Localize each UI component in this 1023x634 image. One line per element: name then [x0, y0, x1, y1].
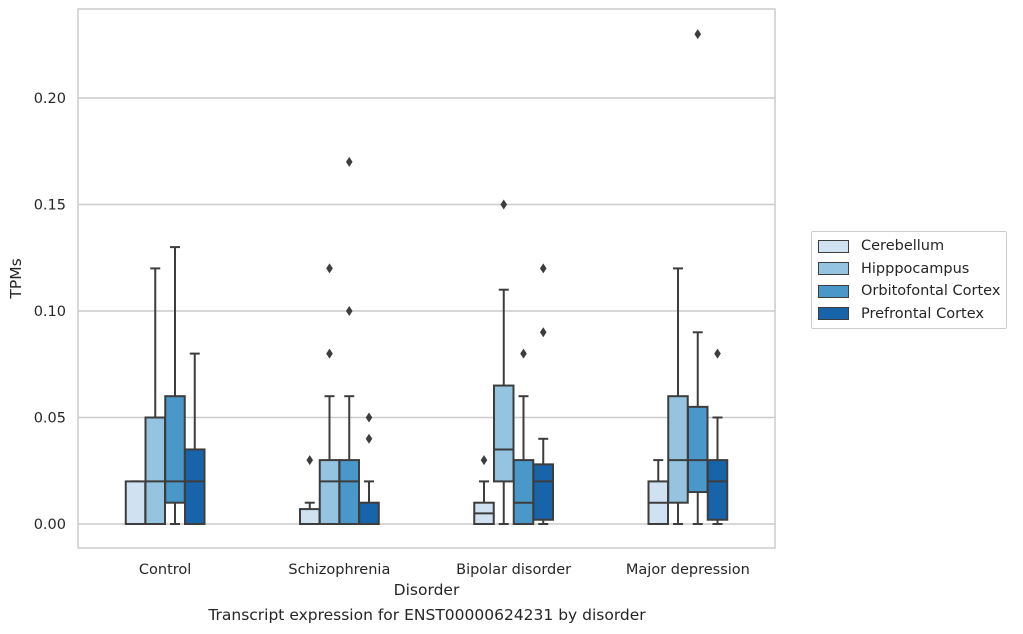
- box-prefrontal-cortex-major-depression: [706, 348, 729, 525]
- box-iqr: [338, 459, 360, 526]
- box-prefrontal-cortex-bipolar-disorder: [532, 263, 554, 525]
- box-cerebellum-schizophrenia: [299, 455, 321, 525]
- box-plot-marks: [124, 29, 729, 526]
- box-hipppocampus-control: [144, 267, 166, 525]
- outlier-point: [539, 263, 547, 274]
- box-orbitofontal-cortex-control: [164, 246, 186, 525]
- outlier-point: [326, 348, 333, 359]
- x-tick-label: Schizophrenia: [288, 562, 390, 578]
- y-tick-label: 0.20: [34, 91, 66, 107]
- x-axis-label: Disorder: [394, 581, 460, 599]
- box-prefrontal-cortex-control: [184, 352, 206, 526]
- box-iqr: [184, 448, 206, 526]
- plot-frame: [77, 8, 776, 549]
- x-tick-label: Major depression: [626, 562, 750, 578]
- outlier-point: [365, 433, 373, 444]
- box-iqr: [124, 480, 147, 525]
- outlier-point: [326, 263, 333, 274]
- box-iqr: [318, 459, 341, 526]
- legend-label-cerebellum: Cerebellum: [861, 238, 945, 255]
- legend-swatch-orbitofrontal-cortex: [818, 284, 849, 298]
- y-tick-label: 0.00: [34, 517, 66, 533]
- outlier-point: [520, 348, 527, 359]
- box-iqr: [706, 459, 729, 521]
- y-axis-ticks: 0.00 0.05 0.10 0.15 0.20: [34, 91, 66, 533]
- outlier-point: [539, 327, 547, 338]
- legend-swatch-prefrontal-cortex: [818, 307, 849, 321]
- outlier-point: [500, 199, 508, 210]
- outlier-point: [480, 455, 488, 466]
- x-tick-label: Control: [139, 562, 191, 578]
- outlier-point: [714, 348, 721, 359]
- legend-swatch-hippocampus: [818, 262, 849, 276]
- box-cerebellum-control: [124, 480, 147, 525]
- box-iqr: [687, 405, 709, 494]
- box-iqr: [358, 501, 380, 526]
- box-iqr: [299, 508, 321, 525]
- legend-item-hippocampus: Hipppocampus: [818, 258, 1000, 281]
- box-prefrontal-cortex-schizophrenia: [358, 412, 380, 526]
- y-tick-label: 0.15: [34, 198, 66, 214]
- outlier-point: [306, 455, 314, 466]
- legend-label-orbitofrontal-cortex: Orbitofontal Cortex: [861, 283, 1001, 300]
- y-tick-label: 0.10: [34, 304, 66, 320]
- legend-label-hippocampus: Hipppocampus: [861, 260, 970, 277]
- box-iqr: [667, 395, 689, 504]
- legend-item-cerebellum: Cerebellum: [818, 235, 1000, 258]
- box-cerebellum-bipolar-disorder: [473, 455, 495, 526]
- outlier-point: [345, 156, 353, 167]
- box-iqr: [493, 384, 515, 483]
- y-axis-label: TPMs: [7, 258, 25, 299]
- box-iqr: [512, 459, 535, 526]
- box-cerebellum-major-depression: [647, 459, 669, 525]
- x-axis-ticks: Control Schizophrenia Bipolar disorder Majo…: [139, 562, 750, 578]
- legend-item-orbitofrontal-cortex: Orbitofontal Cortex: [818, 280, 1000, 303]
- box-orbitofontal-cortex-major-depression: [687, 29, 709, 525]
- box-hipppocampus-bipolar-disorder: [493, 199, 515, 525]
- outlier-point: [345, 306, 353, 316]
- outlier-point: [694, 29, 702, 40]
- box-iqr: [144, 416, 166, 525]
- legend: Cerebellum Hipppocampus Orbitofontal Cor…: [811, 231, 1008, 329]
- y-tick-label: 0.05: [34, 411, 66, 427]
- box-hipppocampus-schizophrenia: [318, 263, 341, 526]
- box-iqr: [532, 463, 554, 521]
- legend-label-prefrontal-cortex: Prefrontal Cortex: [861, 305, 984, 322]
- box-iqr: [164, 395, 186, 504]
- box-orbitofontal-cortex-bipolar-disorder: [512, 348, 535, 526]
- box-hipppocampus-major-depression: [667, 267, 689, 525]
- x-tick-label: Bipolar disorder: [456, 562, 571, 578]
- outlier-point: [365, 412, 373, 423]
- legend-swatch-cerebellum: [818, 239, 849, 253]
- chart-caption: Transcript expression for ENST0000062423…: [208, 606, 646, 624]
- box-orbitofontal-cortex-schizophrenia: [338, 156, 360, 526]
- legend-item-prefrontal-cortex: Prefrontal Cortex: [818, 303, 1000, 326]
